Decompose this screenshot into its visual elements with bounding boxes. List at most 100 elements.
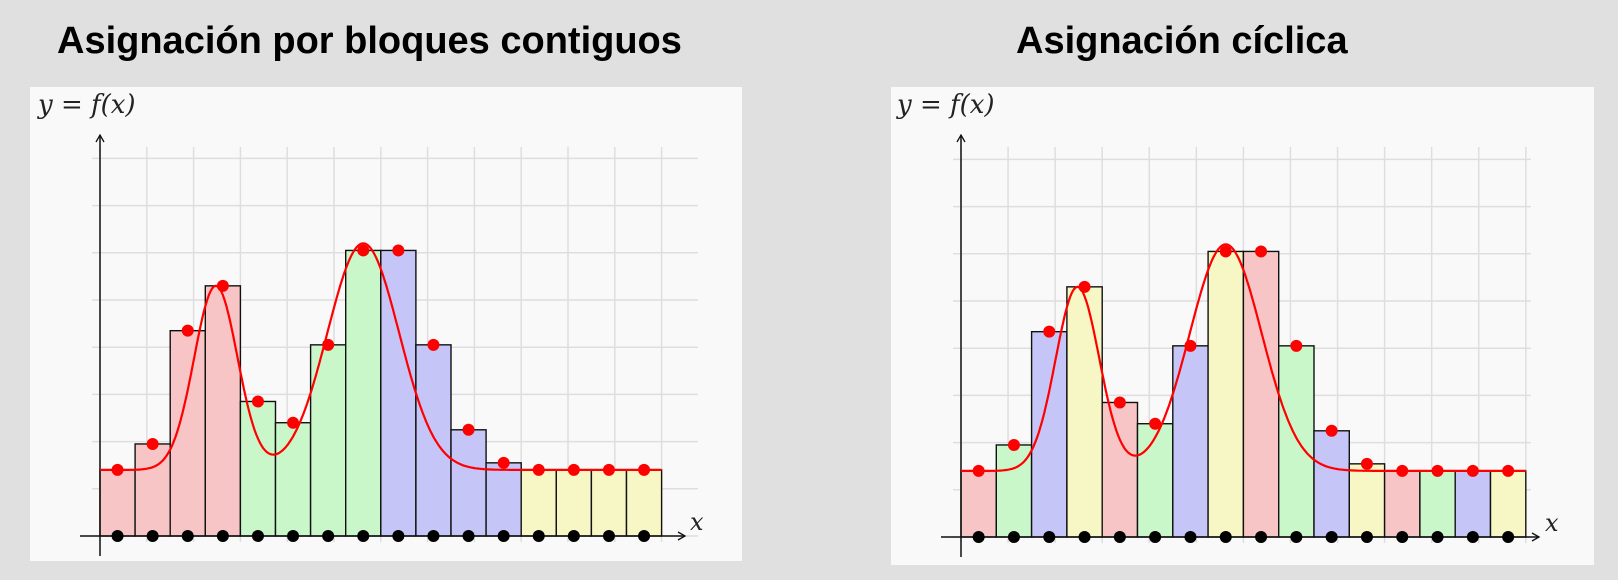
bar [169, 329, 206, 537]
bar [1101, 401, 1139, 538]
sample-point [1325, 424, 1338, 437]
x-sample-marker [1184, 531, 1197, 543]
sample-point [1255, 245, 1268, 258]
sample-point [638, 463, 651, 476]
sample-point [216, 279, 229, 292]
sample-point [1078, 280, 1091, 293]
bar [590, 469, 628, 537]
bar [625, 469, 663, 537]
x-sample-marker [1325, 531, 1338, 543]
bar [1419, 470, 1456, 538]
x-sample-marker [181, 530, 194, 542]
x-sample-marker [1502, 531, 1515, 543]
sample-point [602, 463, 615, 476]
panel-title-block: Asignación por bloques contiguos [57, 20, 682, 62]
bar [1030, 330, 1068, 538]
x-sample-marker [462, 530, 475, 542]
bar [555, 469, 593, 537]
axes [80, 133, 687, 556]
bar [204, 285, 242, 537]
bar [1207, 250, 1245, 538]
sample-point [427, 338, 440, 351]
sample-point [1043, 325, 1056, 338]
sample-point [1396, 464, 1409, 477]
x-sample-marker [1113, 531, 1126, 543]
bars [99, 249, 663, 537]
x-sample-marker [972, 531, 985, 543]
x-axis-label: x [1545, 509, 1559, 537]
bar [380, 249, 417, 537]
bar [1348, 463, 1386, 538]
bar [450, 429, 487, 537]
block-assignment-chart: y = f(x) x [30, 87, 742, 561]
x-sample-marker [1043, 531, 1056, 543]
x-sample-marker [567, 530, 580, 542]
y-axis-arrow [956, 133, 966, 143]
x-sample-marker [1396, 531, 1409, 543]
sample-point [111, 463, 124, 476]
panel-title-cyclic: Asignación cíclica [1016, 20, 1348, 62]
bar [960, 470, 997, 538]
cyclic-assignment-plot: y = f(x) x [896, 90, 1559, 557]
bar [485, 462, 522, 537]
x-sample-marker [1290, 531, 1303, 543]
x-axis-arrow [1531, 532, 1541, 542]
y-axis-label: y = f(x) [37, 90, 136, 120]
x-sample-marker [1007, 531, 1020, 543]
sample-points [111, 244, 651, 542]
sample-point [251, 395, 264, 408]
bar [1136, 423, 1174, 538]
sample-point [1360, 457, 1373, 470]
x-sample-marker [1149, 531, 1162, 543]
sample-points [972, 245, 1515, 543]
bar [520, 469, 558, 537]
bar [239, 400, 277, 537]
sample-point [462, 423, 475, 436]
sample-point [1290, 339, 1303, 352]
sample-point [322, 338, 335, 351]
sample-point [532, 463, 545, 476]
sample-point [1502, 464, 1515, 477]
sample-point [181, 324, 194, 337]
x-sample-marker [1360, 531, 1373, 543]
bar [99, 469, 136, 537]
sample-point [567, 463, 580, 476]
bar [1489, 470, 1527, 538]
sample-point [972, 464, 985, 477]
x-axis-arrow [677, 531, 687, 541]
x-sample-marker [497, 530, 510, 542]
x-sample-marker [1078, 531, 1091, 543]
bar [1278, 345, 1315, 538]
y-axis-arrow [95, 133, 105, 143]
bar [1454, 470, 1492, 538]
x-sample-marker [1219, 531, 1232, 543]
x-sample-marker [1255, 531, 1268, 543]
x-sample-marker [146, 530, 159, 542]
sample-point [392, 244, 405, 257]
bar [1383, 470, 1421, 538]
sample-point [1184, 339, 1197, 352]
sample-point [1431, 464, 1444, 477]
sample-point [1219, 245, 1232, 258]
block-assignment-plot: y = f(x) x [37, 90, 704, 556]
x-axis-label: x [690, 508, 704, 536]
sample-point [1466, 464, 1479, 477]
x-sample-marker [111, 530, 124, 542]
x-sample-marker [322, 530, 335, 542]
bar [345, 249, 382, 537]
x-sample-marker [216, 530, 229, 542]
sample-point [1007, 438, 1020, 451]
bar [415, 344, 452, 537]
x-sample-marker [287, 530, 300, 542]
bar [1313, 430, 1350, 538]
bar [274, 422, 312, 537]
x-sample-marker [392, 530, 405, 542]
y-axis-label: y = f(x) [896, 90, 995, 120]
x-sample-marker [602, 530, 615, 542]
bar [1066, 286, 1103, 538]
sample-point [357, 244, 370, 257]
x-sample-marker [1466, 531, 1479, 543]
x-sample-marker [638, 530, 651, 542]
sample-point [497, 456, 510, 469]
x-sample-marker [1431, 531, 1444, 543]
